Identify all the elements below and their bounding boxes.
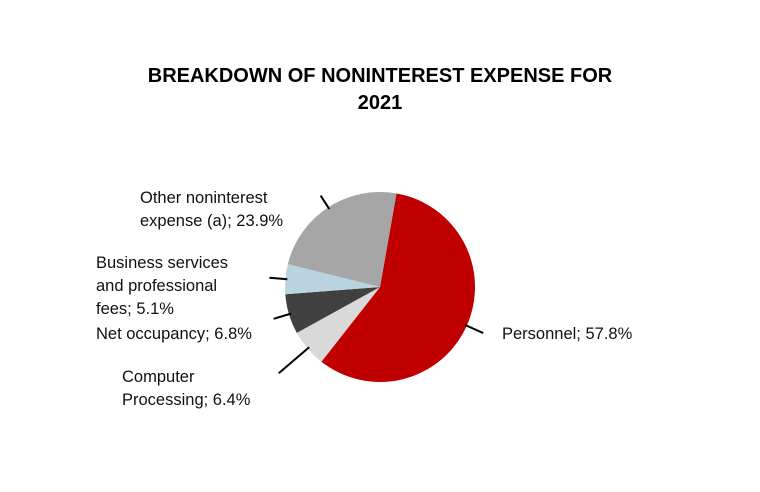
leader-line (269, 276, 288, 281)
data-label: fees; 5.1% (96, 300, 174, 318)
data-label: Other noninterest (140, 189, 268, 207)
leader-line (278, 346, 310, 374)
data-label: Computer (122, 368, 195, 386)
pie-slice-personnel (321, 193, 476, 383)
pie-slice-net-occupancy (285, 287, 380, 333)
data-label: expense (a); 23.9% (140, 212, 283, 230)
data-label: Processing; 6.4% (122, 391, 251, 409)
data-label: Personnel; 57.8% (502, 325, 633, 343)
leader-line (464, 323, 484, 334)
data-label: and professional (96, 277, 217, 295)
chart-title-line-1: BREAKDOWN OF NONINTEREST EXPENSE FOR (148, 65, 613, 87)
leader-line (273, 312, 292, 320)
data-label: Net occupancy; 6.8% (96, 325, 252, 343)
leader-line (319, 195, 331, 210)
data-label: Business services (96, 254, 228, 272)
pie-slice-computer-processing (296, 287, 380, 362)
pie-slice-other-noninterest-expense-a (287, 191, 397, 287)
pie-slice-business-services-and-professional-fees (285, 264, 380, 295)
chart-title-line-2: 2021 (358, 92, 403, 114)
